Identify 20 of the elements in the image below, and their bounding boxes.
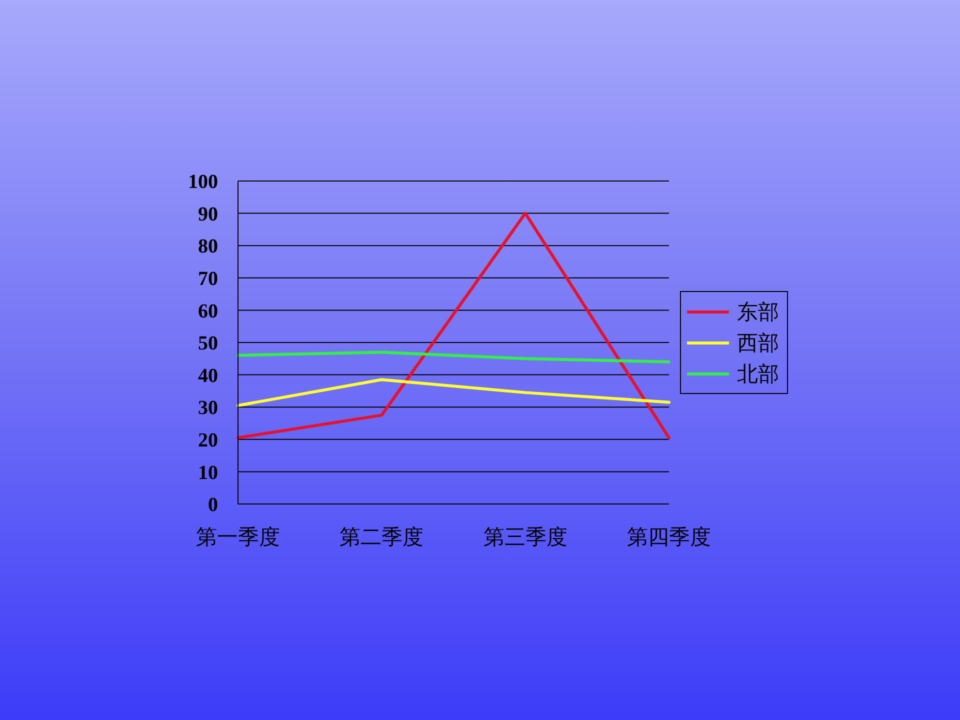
y-tick-label: 10 <box>198 462 218 484</box>
y-tick-label: 30 <box>198 397 218 420</box>
line-series <box>236 350 670 364</box>
y-tick-label: 100 <box>188 171 218 194</box>
y-tick-label: 50 <box>198 332 218 355</box>
x-tick-label: 第三季度 <box>483 524 568 549</box>
y-tick-label: 40 <box>198 364 218 387</box>
y-tick-label: 90 <box>198 203 218 226</box>
y-tick-label: 80 <box>198 236 218 258</box>
x-tick-label: 第一季度 <box>196 524 280 549</box>
y-tick-label: 0 <box>208 494 218 516</box>
y-tick-label: 70 <box>198 268 218 290</box>
x-tick-label: 第四季度 <box>627 524 711 549</box>
y-tick-label: 20 <box>198 430 218 452</box>
legend-label: 东部 <box>737 298 779 326</box>
legend-label: 北部 <box>737 360 779 388</box>
y-tick-label: 60 <box>198 300 218 322</box>
x-tick-label: 第二季度 <box>340 524 424 549</box>
line-series <box>236 378 670 407</box>
legend-label: 西部 <box>737 330 779 356</box>
